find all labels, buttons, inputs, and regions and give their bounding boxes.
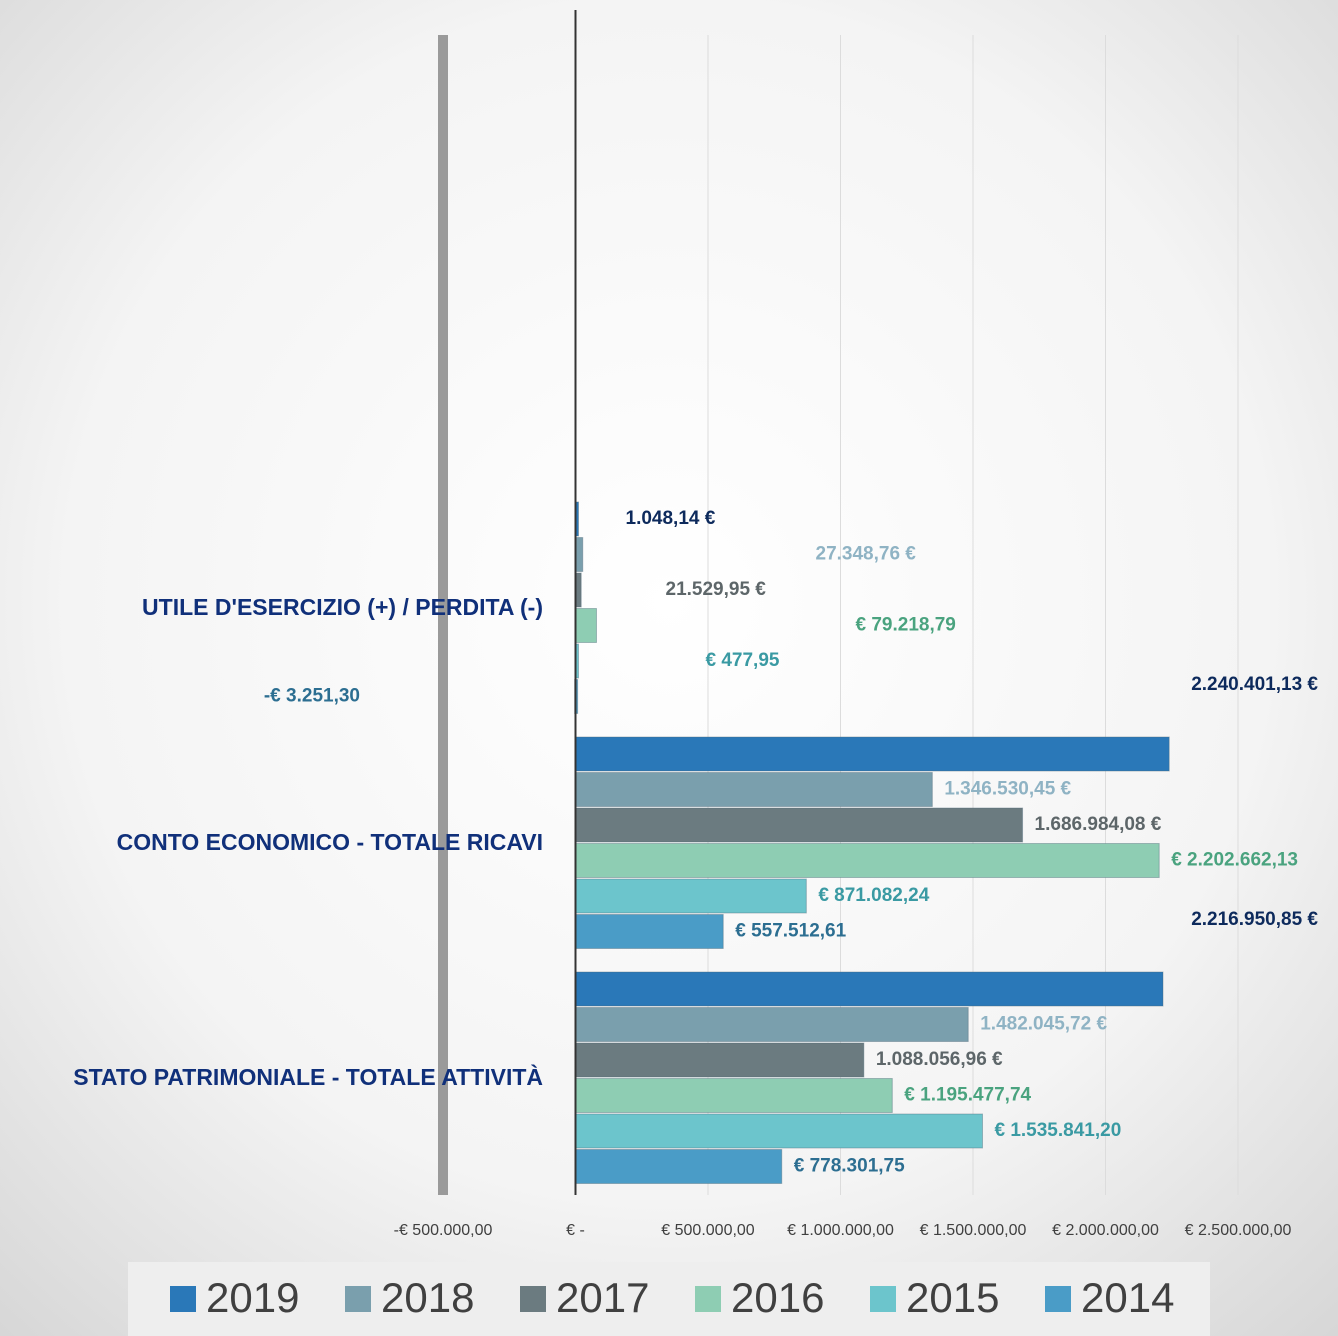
bar bbox=[575, 807, 1024, 843]
legend-label: 2017 bbox=[556, 1274, 649, 1321]
x-tick-label: € 2.500.000,00 bbox=[1185, 1222, 1292, 1239]
bar bbox=[575, 736, 1170, 772]
legend-swatch bbox=[345, 1286, 371, 1312]
data-label: € 2.202.662,13 bbox=[1171, 850, 1298, 871]
legend-background bbox=[128, 1262, 1210, 1336]
data-label: 21.529,95 € bbox=[666, 579, 767, 600]
x-tick-label: € 1.000.000,00 bbox=[787, 1222, 894, 1239]
bar bbox=[575, 1113, 983, 1149]
data-label: 1.088.056,96 € bbox=[876, 1049, 1003, 1070]
data-label: 2.216.950,85 € bbox=[1191, 909, 1318, 930]
data-label: € 477,95 bbox=[706, 650, 780, 671]
bar bbox=[575, 1042, 865, 1078]
bar bbox=[575, 971, 1164, 1007]
legend-swatch bbox=[870, 1286, 896, 1312]
y-tick-label: UTILE D'ESERCIZIO (+) / PERDITA (-) bbox=[142, 594, 543, 620]
bar bbox=[575, 914, 724, 949]
data-label: € 871.082,24 bbox=[818, 885, 929, 906]
x-tick-label: € 2.000.000,00 bbox=[1052, 1222, 1159, 1239]
data-label: 1.482.045,72 € bbox=[980, 1014, 1107, 1035]
x-tick-label: € 500.000,00 bbox=[661, 1222, 755, 1239]
bar bbox=[575, 608, 597, 643]
legend-swatch bbox=[1045, 1286, 1071, 1312]
data-label: 1.686.984,08 € bbox=[1035, 814, 1162, 835]
y-tick-label: CONTO ECONOMICO - TOTALE RICAVI bbox=[117, 829, 543, 855]
data-label: 27.348,76 € bbox=[816, 544, 917, 565]
legend-label: 2019 bbox=[206, 1274, 299, 1321]
y-tick-label: STATO PATRIMONIALE - TOTALE ATTIVITÀ bbox=[73, 1063, 543, 1090]
x-tick-label: € - bbox=[566, 1222, 585, 1239]
data-label: -€ 3.251,30 bbox=[264, 686, 360, 707]
legend-label: 2014 bbox=[1081, 1274, 1174, 1321]
data-label: € 79.218,79 bbox=[856, 615, 956, 636]
legend-swatch bbox=[520, 1286, 546, 1312]
x-tick-label: € 1.500.000,00 bbox=[920, 1222, 1027, 1239]
legend-swatch bbox=[695, 1286, 721, 1312]
bar bbox=[575, 772, 933, 807]
data-label: € 1.195.477,74 bbox=[904, 1085, 1031, 1106]
bar bbox=[575, 537, 584, 572]
x-tick-label: -€ 500.000,00 bbox=[394, 1222, 493, 1239]
data-label: 1.346.530,45 € bbox=[944, 779, 1071, 800]
data-label: 1.048,14 € bbox=[626, 508, 716, 529]
legend-swatch bbox=[170, 1286, 196, 1312]
data-label: € 778.301,75 bbox=[794, 1156, 905, 1177]
bar bbox=[575, 1007, 969, 1042]
bar bbox=[575, 843, 1160, 878]
bar bbox=[575, 1149, 783, 1184]
legend-label: 2015 bbox=[906, 1274, 999, 1321]
bar bbox=[575, 878, 807, 914]
legend-label: 2018 bbox=[381, 1274, 474, 1321]
data-label: € 1.535.841,20 bbox=[994, 1120, 1121, 1141]
data-label: € 557.512,61 bbox=[735, 921, 846, 942]
bar bbox=[575, 1078, 893, 1113]
legend-label: 2016 bbox=[731, 1274, 824, 1321]
data-label: 2.240.401,13 € bbox=[1191, 674, 1318, 695]
